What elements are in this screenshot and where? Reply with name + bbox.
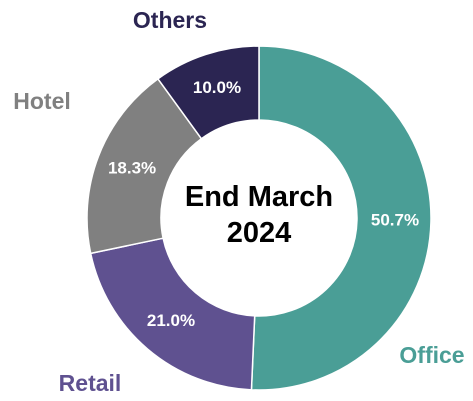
donut-segment: [156, 45, 260, 140]
donut-segment: [250, 45, 432, 391]
center-label: End March 2024: [184, 181, 334, 249]
donut-segment: [86, 77, 203, 255]
category-label: Retail: [59, 370, 122, 396]
category-label: Hotel: [13, 88, 71, 114]
value-label: 10.0%: [193, 78, 241, 97]
category-label: Office: [399, 342, 464, 368]
value-label: 18.3%: [108, 159, 156, 178]
category-label: Others: [133, 7, 207, 33]
value-label: 50.7%: [371, 210, 419, 229]
donut-segment: [89, 237, 256, 391]
value-label: 21.0%: [147, 311, 195, 330]
